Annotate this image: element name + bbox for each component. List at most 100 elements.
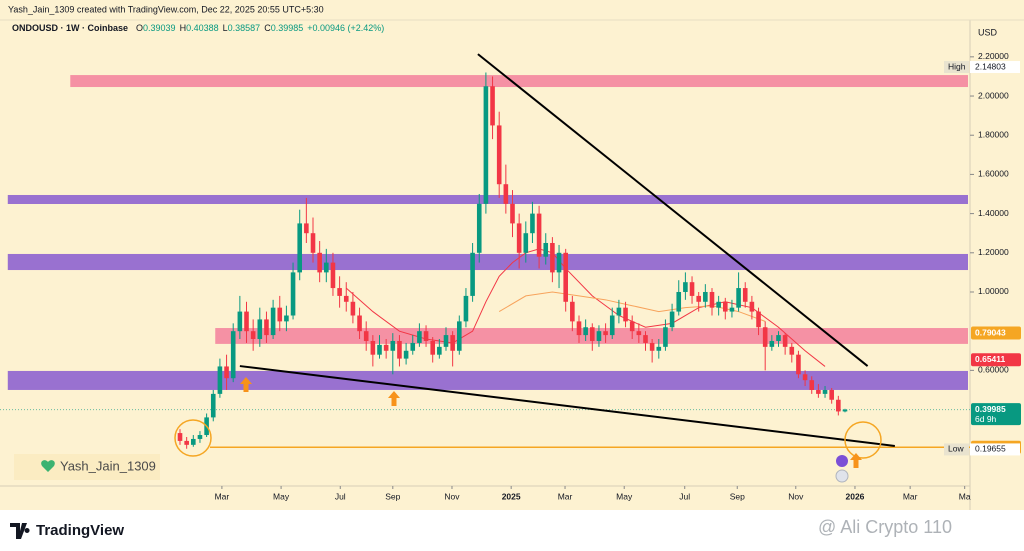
candle-body (490, 86, 495, 126)
symbol-info: ONDOUSD · 1W · Coinbase O0.39039 H0.40388 L… (12, 23, 384, 33)
candle-body (197, 435, 203, 439)
candle-body (589, 327, 595, 341)
x-tick-label: Ma (959, 491, 971, 501)
candle-body (716, 301, 721, 308)
candle-body (516, 223, 522, 253)
price-label-tag (971, 326, 1021, 340)
candle-body (191, 438, 196, 445)
ohlc-label: L (223, 23, 228, 33)
candle-body (616, 307, 622, 316)
candle-body (596, 331, 602, 341)
event-icon (836, 455, 848, 467)
candle-body (210, 393, 216, 418)
candle-body (663, 327, 668, 347)
x-tick-label: 2026 (845, 491, 864, 501)
highlight-circle (844, 421, 882, 459)
x-tick-label: Jul (679, 491, 690, 501)
x-tick-label: Jul (335, 491, 346, 501)
candle-body (250, 331, 256, 340)
ohlc-label: O (136, 23, 143, 33)
candle-body (363, 331, 369, 341)
candle-body (603, 331, 608, 336)
candle-body (696, 295, 701, 302)
candle-body (802, 374, 808, 381)
moving-average (498, 291, 766, 322)
price-label-name: Low (948, 444, 964, 454)
candle-body (310, 233, 316, 253)
heart-icon (41, 460, 55, 472)
zone (7, 253, 969, 271)
brand: TradingView (36, 522, 124, 539)
candle-body (736, 288, 741, 308)
last-price-value: 0.39985 (975, 404, 1006, 414)
candle-body (836, 399, 841, 412)
arrow-up (240, 377, 252, 392)
footer (0, 510, 1024, 551)
candle-body (463, 295, 469, 322)
candle-body (270, 307, 276, 336)
candle-body (476, 203, 482, 253)
candle-body (390, 340, 396, 351)
price-label-name: High (948, 61, 966, 71)
candle-body (224, 366, 229, 379)
x-tick-label: Nov (788, 491, 804, 501)
candle-body (636, 331, 642, 336)
price-label-tag (944, 61, 969, 74)
candle-body (842, 409, 848, 412)
candle-body (583, 327, 588, 336)
price-label-value: 2.14803 (975, 61, 1006, 71)
candle-body (317, 252, 322, 273)
candle-body (769, 340, 775, 347)
zone (70, 75, 969, 88)
x-tick-label: Mar (215, 491, 230, 501)
x-tick-label: May (273, 491, 290, 501)
candle-body (609, 315, 615, 336)
candle-body (403, 350, 409, 359)
candle-body (656, 346, 662, 351)
candle-body (350, 301, 356, 316)
candle-body (337, 288, 342, 296)
candle-body (324, 262, 329, 273)
author-tag: Yash_Jain_1309 (60, 458, 156, 473)
candle-body (264, 319, 269, 336)
candle-body (643, 335, 648, 343)
candle-body (330, 262, 336, 289)
y-tick-label: 0.60000 (978, 365, 1009, 375)
arrow-up (388, 391, 400, 406)
candle-body (343, 295, 349, 302)
candle-body (749, 301, 755, 312)
zone (7, 370, 969, 390)
candle-body (410, 342, 416, 351)
x-tick-label: Mar (903, 491, 918, 501)
symbol: ONDOUSD · 1W · Coinbase (12, 23, 128, 33)
candle-body (822, 389, 828, 394)
price-label-value: 0.19655 (975, 444, 1006, 454)
candle-body (523, 233, 529, 253)
candle-body (510, 203, 515, 224)
candle-body (244, 311, 249, 332)
candle-body (437, 346, 442, 355)
candle-body (722, 301, 728, 312)
candle-body (816, 389, 821, 394)
candle-body (709, 291, 715, 308)
change: +0.00946 (+2.42%) (307, 23, 384, 33)
price-label-box (970, 61, 1020, 74)
brand-logo (10, 523, 30, 539)
candle-body (576, 321, 582, 336)
candle-body (257, 319, 263, 340)
y-tick-label: 1.80000 (978, 129, 1009, 139)
candle-body (297, 223, 303, 273)
price-label-tag (971, 353, 1021, 367)
candle-body (230, 331, 236, 379)
flag-icon (835, 469, 849, 483)
candle-body (623, 307, 628, 322)
x-tick-label: May (616, 491, 633, 501)
ohlc-value: 0.40388 (186, 23, 219, 33)
x-tick-label: Sep (385, 491, 400, 501)
candle-body (570, 301, 575, 322)
candle-body (629, 321, 635, 332)
candle-body (284, 315, 289, 322)
candle-body (430, 340, 435, 355)
price-label-value: 0.79043 (975, 327, 1006, 337)
